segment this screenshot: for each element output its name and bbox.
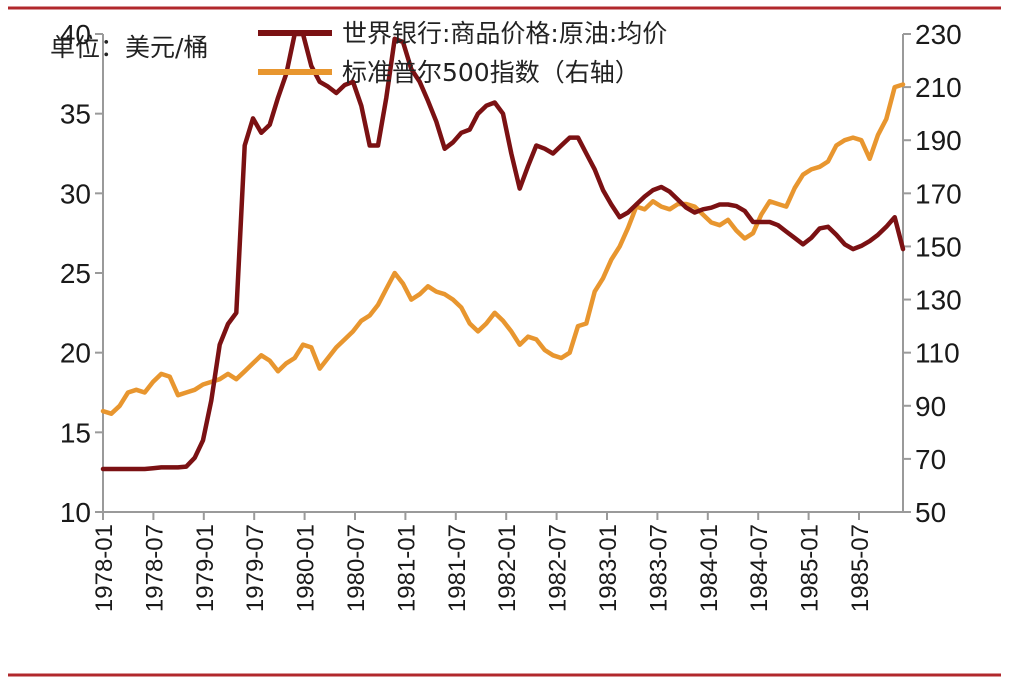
left-y-tick-label: 10 [60, 497, 91, 528]
x-tick-label: 1985-07 [847, 524, 874, 612]
right-y-tick-label: 70 [915, 444, 946, 475]
x-tick-label: 1985-01 [797, 524, 824, 612]
left-y-tick-label: 20 [60, 338, 91, 369]
legend-label-oil: 世界银行:商品价格:原油:均价 [342, 19, 667, 48]
x-tick-label: 1980-01 [293, 524, 320, 612]
right-y-axis-ticks: 230 210 190 170 150 130 110 90 70 50 [903, 19, 962, 528]
series-layer [100, 31, 906, 472]
left-y-tick-label: 40 [60, 19, 91, 50]
x-tick-label: 1984-01 [696, 524, 723, 612]
series-line-oil-price [100, 31, 906, 472]
x-tick-label: 1983-07 [645, 524, 672, 612]
right-y-tick-label: 170 [915, 178, 962, 209]
right-y-tick-label: 150 [915, 231, 962, 262]
x-tick-label: 1979-01 [192, 524, 219, 612]
right-y-tick-label: 110 [915, 338, 960, 369]
axes [102, 34, 904, 513]
x-tick-label: 1980-07 [343, 524, 370, 612]
x-tick-label: 1978-07 [141, 524, 168, 612]
left-y-tick-label: 25 [60, 258, 91, 289]
left-y-tick-label: 35 [60, 99, 91, 130]
legend: 世界银行:商品价格:原油:均价 标准普尔500指数（右轴） [258, 19, 667, 87]
right-y-tick-label: 210 [915, 72, 962, 103]
right-y-tick-label: 130 [915, 285, 962, 316]
right-y-tick-label: 50 [915, 497, 946, 528]
unit-label: 单位：美元/桶 [50, 33, 208, 62]
right-y-tick-label: 190 [915, 125, 962, 156]
right-y-tick-label: 90 [915, 391, 946, 422]
x-tick-label: 1979-07 [242, 524, 269, 612]
left-y-tick-label: 15 [60, 417, 91, 448]
x-tick-label: 1978-01 [91, 524, 118, 612]
x-tick-label: 1981-01 [393, 524, 420, 612]
x-tick-label: 1982-07 [545, 524, 572, 612]
x-axis-ticks: 1978-01 1978-07 1979-01 1979-07 1980-01 1980-… [91, 512, 874, 612]
x-tick-label: 1984-07 [746, 524, 773, 612]
series-line-sp500 [100, 82, 906, 416]
right-y-tick-label: 230 [915, 19, 962, 50]
left-y-tick-label: 30 [60, 178, 91, 209]
x-tick-label: 1981-07 [444, 524, 471, 612]
left-y-axis-ticks: 40 35 30 25 20 15 10 [60, 19, 103, 528]
legend-label-spx: 标准普尔500指数（右轴） [342, 58, 640, 87]
x-tick-label: 1982-01 [494, 524, 521, 612]
x-tick-label: 1983-01 [595, 524, 622, 612]
